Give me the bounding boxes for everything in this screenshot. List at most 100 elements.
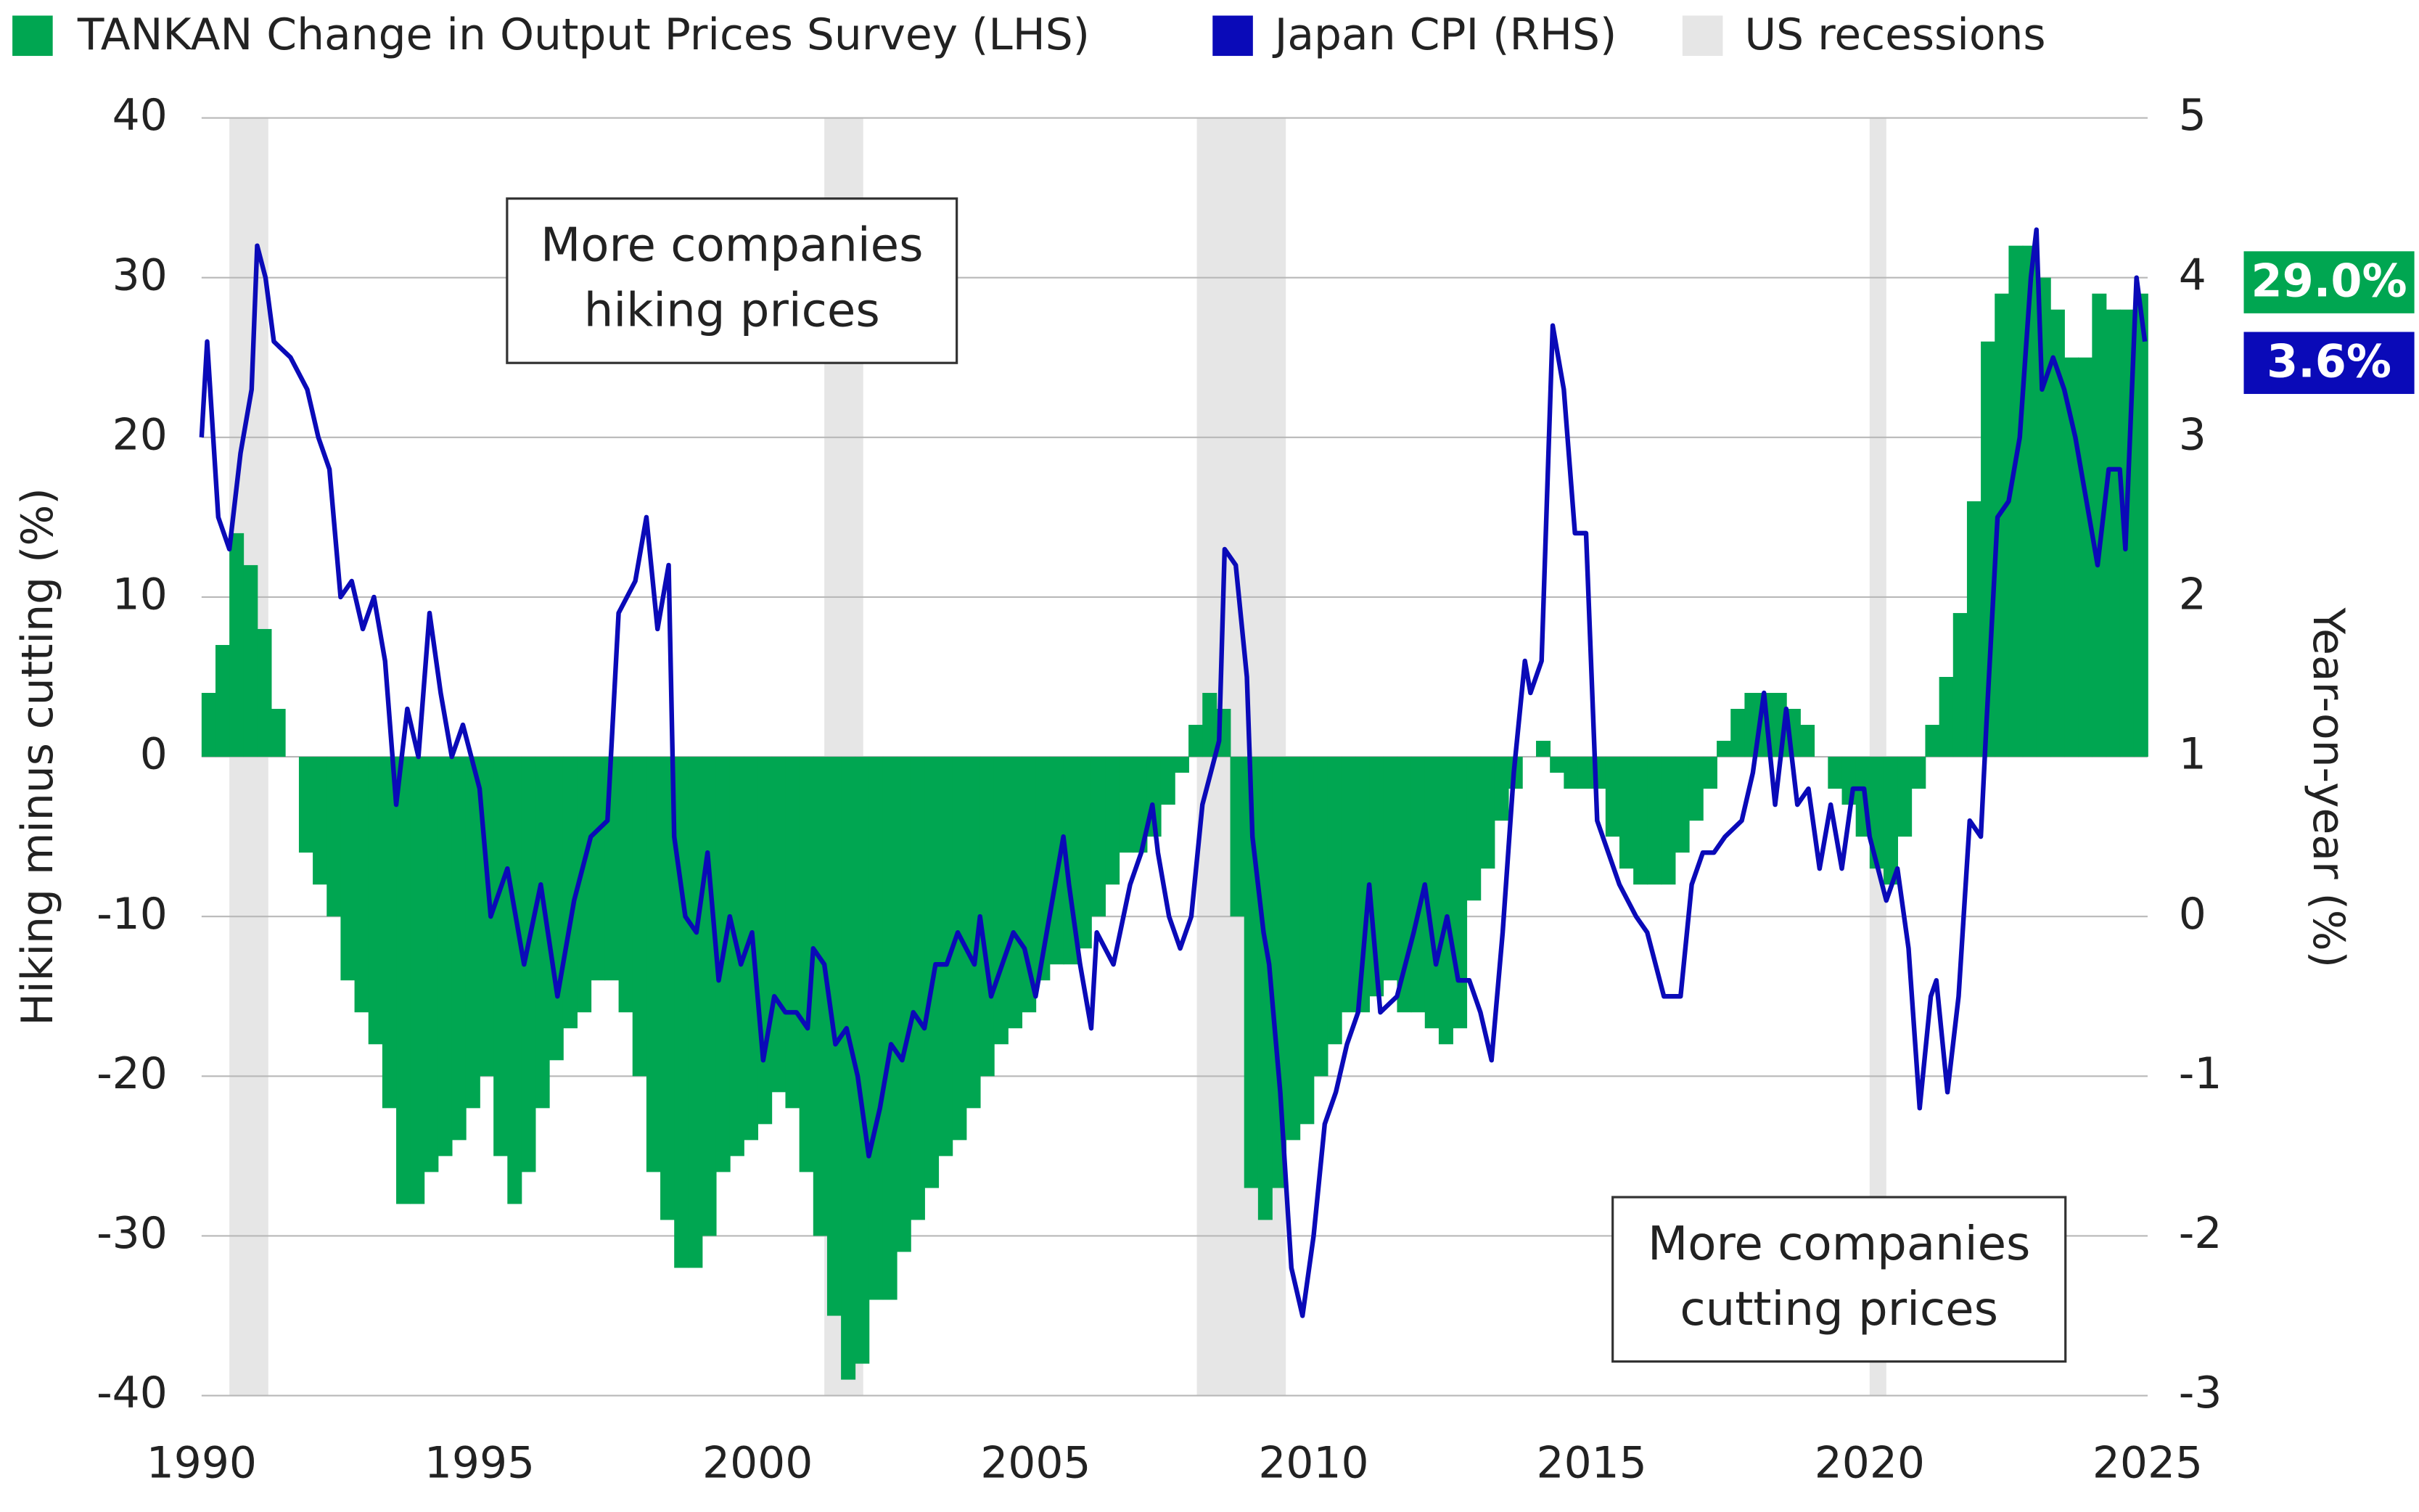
annotation-text: hiking prices [584,283,880,337]
area-step [896,757,911,1252]
area-step [465,757,480,1109]
area-step [577,757,592,1013]
area-step [1202,693,1217,757]
area-step [313,757,328,885]
area-step [1952,612,1968,757]
area-step [396,757,411,1204]
annotation-text: cutting prices [1680,1282,1998,1336]
area-step [1257,757,1273,1220]
annotation-text: More companies [1648,1217,2031,1271]
area-step [591,757,606,981]
area-step [1438,757,1453,1045]
legend-label: Japan CPI (RHS) [1272,9,1617,60]
area-step [1341,757,1356,1013]
area-step [2092,293,2107,757]
y2-tick-label: -2 [2179,1208,2222,1259]
area-step [1105,757,1120,885]
area-step [354,757,369,1013]
area-step [229,533,245,757]
x-tick-label: 2000 [702,1437,813,1488]
y-tick-label: -10 [96,889,168,940]
area-step [493,757,509,1156]
area-step [2078,357,2093,757]
legend-swatch [12,15,53,57]
area-step [1564,757,1579,789]
y2-axis-label: Year-on-year (%) [2303,607,2354,968]
area-step [993,757,1009,1045]
area-step [1911,757,1926,789]
area-step [1188,725,1204,757]
y2-tick-label: 4 [2179,250,2206,300]
area-step [368,757,383,1045]
area-step [1049,757,1064,965]
area-step [271,709,286,757]
area-step [2064,357,2079,757]
area-step [1633,757,1648,885]
area-step [1453,757,1468,1029]
y2-tick-label: -3 [2179,1368,2222,1418]
x-tick-label: 2015 [1537,1437,1647,1488]
area-step [1466,757,1482,901]
annotation-box [1611,1196,2067,1363]
area-step [1995,293,2010,757]
area-step [813,757,828,1236]
area-step [2008,245,2024,757]
area-step [1925,725,1940,757]
area-step [1077,757,1092,949]
y-tick-label: -20 [96,1048,168,1099]
end-label: 3.6% [2267,334,2391,387]
area-step [1494,757,1509,821]
end-label-box [2243,332,2415,394]
area-step [424,757,439,1172]
area-step [938,757,953,1156]
area-step [1008,757,1023,1029]
end-label: 29.0% [2251,254,2407,307]
area-step [382,757,397,1109]
area-step [1327,757,1342,1045]
area-step [438,757,453,1156]
area-step [2133,293,2148,757]
legend-label: US recessions [1744,9,2045,60]
area-step [910,757,925,1220]
area-step [201,693,216,757]
area-step [1577,757,1593,789]
y2-tick-label: 0 [2179,889,2206,940]
area-step [1272,757,1287,1188]
area-step [1675,757,1690,853]
area-step [966,757,981,1109]
legend: TANKAN Change in Output Prices Survey (L… [12,9,2046,60]
area-step [1383,757,1398,981]
area-step [215,644,231,757]
area-step [618,757,633,1013]
area-step [841,757,856,1380]
legend-swatch [1682,15,1723,57]
x-tick-label: 2025 [2093,1437,2203,1488]
y2-tick-label: 3 [2179,409,2206,460]
area-step [1730,709,1746,757]
x-tick-label: 2020 [1815,1437,1925,1488]
area-step [1800,725,1815,757]
area-step [562,757,578,1029]
area-step [785,757,800,1109]
annotation-text: More companies [541,218,924,273]
y2-tick-label: -1 [2179,1048,2222,1099]
area-step [688,757,703,1268]
area-step [674,757,689,1268]
y2-tick-label: 1 [2179,729,2206,780]
area-step [855,757,870,1364]
area-step [646,757,661,1172]
x-tick-label: 1990 [147,1437,257,1488]
area-step [1661,757,1676,885]
area-step [410,757,425,1204]
area-step [1883,757,1898,885]
area-step [1160,757,1175,805]
area-step [771,757,787,1093]
area-step [1230,757,1245,917]
area-step [1313,757,1328,1077]
area-step [298,757,313,853]
area-step [1119,757,1134,853]
y-tick-label: 40 [112,90,168,141]
area-step [632,757,647,1077]
area-step [1717,741,1732,757]
